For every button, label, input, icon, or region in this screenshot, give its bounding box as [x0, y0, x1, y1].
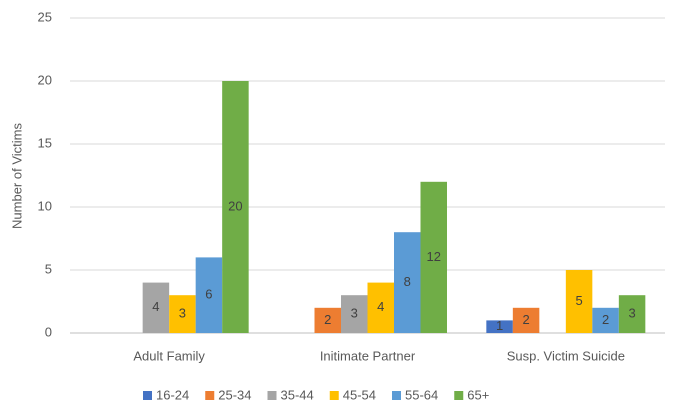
- legend-label: 25-34: [218, 387, 251, 402]
- bar: [195, 257, 223, 333]
- legend-label: 45-54: [343, 387, 376, 402]
- bar: [486, 320, 513, 333]
- value-label: 3: [351, 306, 358, 321]
- bar: [565, 270, 593, 333]
- value-label: 4: [152, 299, 159, 314]
- value-label: 12: [427, 249, 441, 264]
- legend-swatch: [329, 391, 339, 400]
- bar: [618, 295, 646, 333]
- bar: [222, 81, 249, 333]
- x-tick-label: Susp. Victim Suicide: [507, 348, 625, 363]
- legend-label: 65+: [467, 387, 489, 402]
- bar: [314, 307, 341, 333]
- bar: [142, 282, 170, 333]
- legend-swatch: [267, 391, 277, 400]
- x-tick-label: Initimate Partner: [320, 348, 416, 363]
- y-tick-label: 25: [38, 9, 52, 24]
- value-label: 3: [628, 306, 635, 321]
- bar: [420, 181, 447, 333]
- y-axis-label: Number of Victims: [9, 123, 24, 229]
- value-label: 5: [575, 293, 582, 308]
- y-tick-label: 10: [38, 198, 52, 213]
- legend-swatch: [392, 391, 401, 400]
- value-label: 1: [496, 318, 503, 333]
- legend-swatch: [205, 391, 215, 400]
- bar: [341, 295, 368, 333]
- value-label: 6: [205, 287, 212, 302]
- bar: [512, 307, 540, 333]
- legend-swatch: [143, 391, 152, 400]
- bar: [394, 232, 421, 333]
- legend-swatch: [454, 391, 464, 400]
- bar: [367, 282, 394, 333]
- bar: [169, 295, 196, 333]
- value-label: 20: [228, 198, 242, 213]
- legend-label: 16-24: [156, 387, 189, 402]
- value-label: 8: [404, 274, 411, 289]
- bar: [592, 307, 619, 333]
- y-tick-label: 15: [38, 135, 52, 150]
- value-label: 2: [324, 312, 331, 327]
- legend-label: 35-44: [281, 387, 314, 402]
- y-tick-label: 0: [45, 324, 52, 339]
- value-label: 2: [602, 312, 609, 327]
- y-tick-label: 5: [45, 261, 52, 276]
- value-label: 2: [522, 312, 529, 327]
- y-tick-label: 20: [38, 72, 52, 87]
- value-label: 4: [377, 299, 384, 314]
- x-tick-label: Adult Family: [133, 348, 205, 363]
- legend-label: 55-64: [405, 387, 438, 402]
- value-label: 3: [179, 306, 186, 321]
